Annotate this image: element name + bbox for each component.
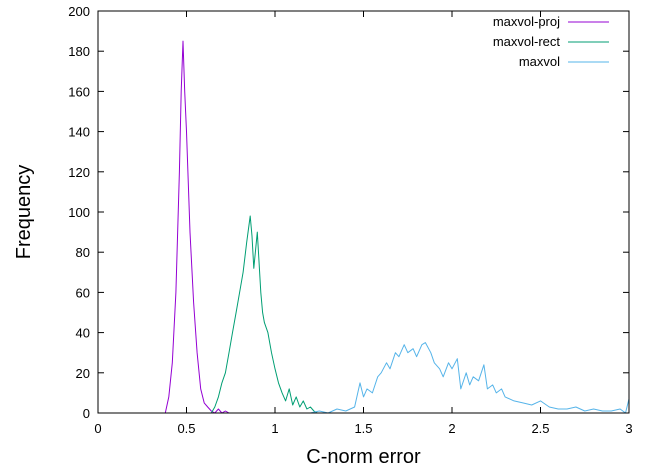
series-line-maxvol-proj <box>164 40 230 414</box>
y-tick-label: 40 <box>76 326 90 341</box>
x-axis-title: C-norm error <box>306 446 421 468</box>
series-layer <box>164 40 630 414</box>
y-tick-label: 100 <box>68 205 90 220</box>
x-tick-label: 3 <box>625 421 632 436</box>
y-tick-label: 120 <box>68 165 90 180</box>
x-tick-label: 1.5 <box>354 421 372 436</box>
y-tick-label: 80 <box>76 245 90 260</box>
y-tick-label: 180 <box>68 44 90 59</box>
x-tick-label: 2 <box>448 421 455 436</box>
y-tick-label: 160 <box>68 84 90 99</box>
plot-frame <box>97 10 630 414</box>
y-axis-ticks: 0 20 40 60 80 100 120 140 160 180 200 <box>68 4 629 421</box>
series-line-maxvol <box>310 342 630 414</box>
legend-label: maxvol-proj <box>493 14 560 29</box>
legend-label: maxvol-rect <box>493 34 561 49</box>
y-tick-label: 20 <box>76 366 90 381</box>
x-tick-label: 2.5 <box>531 421 549 436</box>
x-axis-ticks: 0 0.5 1 1.5 2 2.5 3 <box>94 11 633 436</box>
y-tick-label: 200 <box>68 4 90 19</box>
legend: maxvol-proj maxvol-rect maxvol <box>493 14 609 69</box>
y-tick-label: 140 <box>68 125 90 140</box>
y-tick-label: 0 <box>83 406 90 421</box>
x-tick-label: 0.5 <box>177 421 195 436</box>
series-line-maxvol-rect <box>210 215 318 414</box>
legend-label: maxvol <box>519 54 560 69</box>
y-axis-title: Frequency <box>13 165 35 260</box>
y-tick-label: 60 <box>76 285 90 300</box>
x-tick-label: 0 <box>94 421 101 436</box>
x-tick-label: 1 <box>271 421 278 436</box>
